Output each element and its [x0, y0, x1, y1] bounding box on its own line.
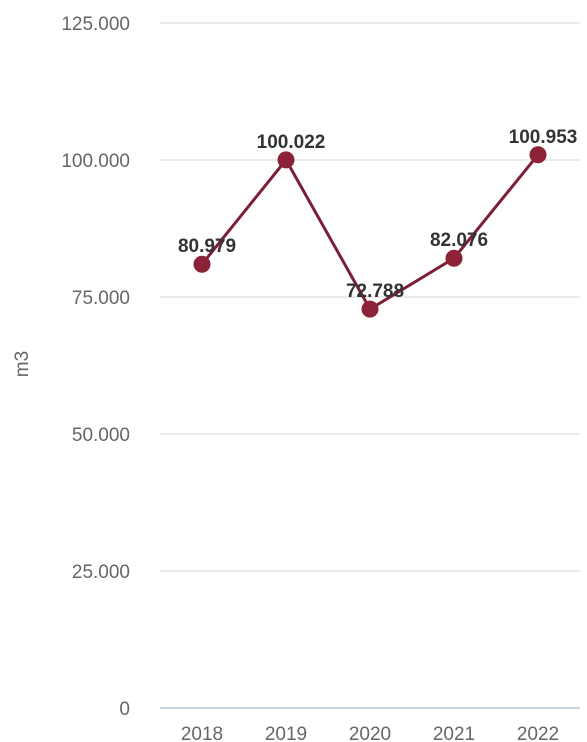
y-tick-label: 25.000 — [72, 562, 130, 583]
series-layer — [193, 146, 547, 318]
gridlines — [160, 22, 580, 709]
data-point[interactable] — [445, 249, 463, 267]
y-tick-label: 50.000 — [72, 425, 130, 446]
data-label: 100.953 — [509, 127, 578, 148]
x-tick-label: 2020 — [349, 724, 391, 742]
data-point[interactable] — [529, 146, 547, 164]
data-point[interactable] — [193, 255, 211, 273]
data-point[interactable] — [361, 300, 379, 318]
data-label: 100.022 — [257, 132, 326, 153]
y-tick-label: 75.000 — [72, 288, 130, 309]
data-labels: 80.979 100.022 72.788 82.076 100.953 — [178, 127, 577, 302]
x-tick-label: 2021 — [433, 724, 475, 742]
data-label: 72.788 — [346, 281, 404, 302]
data-label: 82.076 — [430, 230, 488, 251]
data-point[interactable] — [277, 151, 295, 169]
y-axis-ticks: 0 25.000 50.000 75.000 100.000 125.000 — [61, 14, 130, 720]
y-tick-label: 125.000 — [61, 14, 130, 35]
y-tick-label: 0 — [119, 699, 130, 720]
x-tick-label: 2019 — [265, 724, 307, 742]
y-tick-label: 100.000 — [61, 151, 130, 172]
y-axis-label: m3 — [12, 351, 33, 377]
x-axis-ticks: 2018 2019 2020 2021 2022 — [181, 724, 559, 742]
x-tick-label: 2018 — [181, 724, 223, 742]
x-tick-label: 2022 — [517, 724, 559, 742]
data-label: 80.979 — [178, 236, 236, 257]
